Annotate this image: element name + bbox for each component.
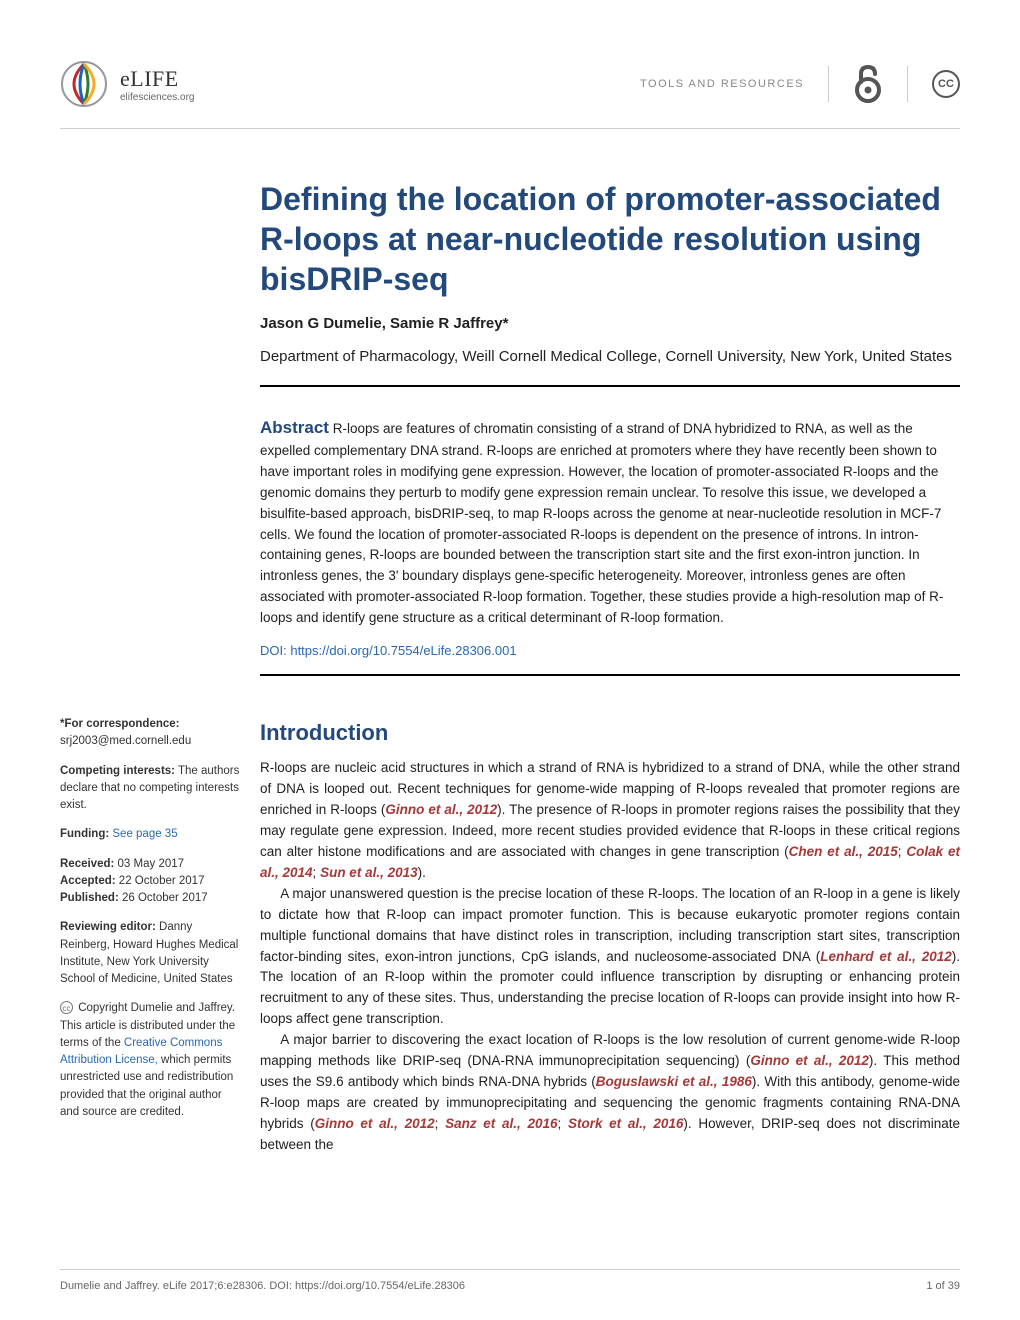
intro-para-3: A major barrier to discovering the exact… [260,1030,960,1156]
brand-name: eLIFE [120,66,194,92]
article-type: TOOLS AND RESOURCES [640,78,804,90]
logo-block: eLIFE elifesciences.org [60,60,194,108]
introduction-heading: Introduction [260,716,960,750]
citation[interactable]: Ginno et al., 2012 [385,802,497,817]
funding-label: Funding: [60,828,112,840]
rule [260,674,960,676]
reviewing-label: Reviewing editor: [60,921,159,933]
cc-small-icon: cc [60,1001,73,1014]
body-section: *For correspondence:srj2003@med.cornell.… [260,716,960,1156]
citation[interactable]: Sanz et al., 2016 [445,1116,557,1131]
abstract-text: Abstract R-loops are features of chromat… [260,415,960,630]
accepted-label: Accepted: [60,875,119,887]
footer-page: 1 of 39 [926,1280,960,1292]
site-url[interactable]: elifesciences.org [120,92,194,103]
citation[interactable]: Stork et al., 2016 [568,1116,683,1131]
citation[interactable]: Boguslawski et al., 1986 [596,1074,752,1089]
body-text: Introduction R-loops are nucleic acid st… [260,716,960,1156]
published-date: 26 October 2017 [122,892,208,904]
funding-link[interactable]: See page 35 [112,828,177,840]
correspondence-label: *For correspondence: [60,718,180,730]
received-label: Received: [60,858,118,870]
intro-para-2: A major unanswered question is the preci… [260,884,960,1030]
intro-para-1: R-loops are nucleic acid structures in w… [260,758,960,884]
received-date: 03 May 2017 [118,858,185,870]
competing-label: Competing interests: [60,765,175,777]
footer-citation: Dumelie and Jaffrey. eLife 2017;6:e28306… [60,1280,465,1292]
article-title: Defining the location of promoter-associ… [260,179,960,299]
affiliation: Department of Pharmacology, Weill Cornel… [260,346,960,369]
sidebar: *For correspondence: srj2003@med.cornell.… [60,716,240,1156]
citation[interactable]: Sun et al., 2013 [320,865,418,880]
divider [828,66,829,102]
citation[interactable]: Lenhard et al., 2012 [820,949,951,964]
rule [260,385,960,387]
cc-license-icon: CC [932,70,960,98]
published-label: Published: [60,892,122,904]
page-header: eLIFE elifesciences.org TOOLS AND RESOUR… [60,60,960,129]
doi-link[interactable]: DOI: https://doi.org/10.7554/eLife.28306… [260,643,960,658]
accepted-date: 22 October 2017 [119,875,205,887]
header-right: TOOLS AND RESOURCES CC [640,64,960,104]
logo-text: eLIFE elifesciences.org [120,66,194,103]
citation[interactable]: Ginno et al., 2012 [315,1116,435,1131]
abstract-label: Abstract [260,418,329,437]
elife-logo-icon [60,60,108,108]
correspondence-email[interactable]: srj2003@med.cornell.edu [60,735,191,747]
abstract-block: Abstract R-loops are features of chromat… [260,415,960,630]
page-footer: Dumelie and Jaffrey. eLife 2017;6:e28306… [60,1269,960,1292]
citation[interactable]: Ginno et al., 2012 [750,1053,869,1068]
open-access-icon [853,64,883,104]
divider [907,66,908,102]
citation[interactable]: Chen et al., 2015 [789,844,898,859]
abstract-body: R-loops are features of chromatin consis… [260,421,943,626]
authors: Jason G Dumelie, Samie R Jaffrey* [260,315,960,332]
